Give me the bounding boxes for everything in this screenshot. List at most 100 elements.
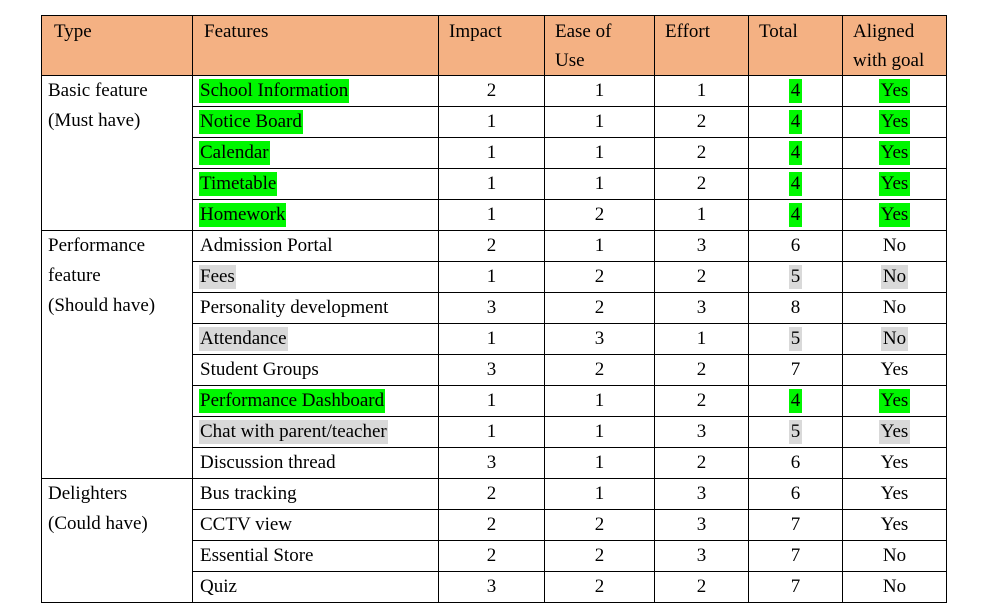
effort-value: 2 [696,266,707,287]
impact-value: 2 [486,483,497,504]
feature-name-cell: Bus tracking [192,478,439,510]
table-row: Timetable 1 1 2 4 Yes [42,168,947,200]
impact-cell: 1 [438,137,545,169]
effort-value: 2 [696,390,707,411]
total-value: 4 [788,203,803,227]
total-cell: 4 [748,137,843,169]
feature-name-value: Quiz [200,576,237,597]
header-aligned-line-1: Aligned [853,21,915,42]
aligned-with-goal-value: Yes [878,79,911,103]
aligned-with-goal-cell: Yes [842,75,947,107]
total-cell: 4 [748,199,843,231]
table-row: Discussion thread 3 1 2 6 Yes [42,447,947,479]
feature-type-label: Basic feature [48,80,148,101]
aligned-with-goal-value: Yes [878,172,911,196]
total-value: 4 [788,389,803,413]
header-aligned-with-goal: Aligned with goal [842,15,947,76]
total-value: 5 [788,420,803,444]
ease-of-use-cell: 1 [544,168,655,200]
aligned-with-goal-cell: Yes [842,478,947,510]
total-value: 6 [790,483,801,504]
table-row: CCTV view 2 2 3 7 Yes [42,509,947,541]
effort-cell: 3 [654,292,749,324]
total-value: 4 [788,110,803,134]
table-row: Calendar 1 1 2 4 Yes [42,137,947,169]
ease-of-use-cell: 2 [544,292,655,324]
feature-type-cell: Delighters (Could have) [41,478,193,603]
feature-name-value: School Information [199,79,350,103]
feature-name-cell: Chat with parent/teacher [192,416,439,448]
table-row: Quiz 3 2 2 7 No [42,571,947,603]
effort-value: 3 [696,545,707,566]
total-cell: 6 [748,447,843,479]
effort-cell: 3 [654,230,749,262]
impact-cell: 2 [438,75,545,107]
ease-of-use-value: 2 [594,545,605,566]
aligned-with-goal-cell: Yes [842,447,947,479]
effort-value: 1 [696,204,707,225]
effort-cell: 3 [654,478,749,510]
aligned-with-goal-cell: Yes [842,137,947,169]
ease-of-use-cell: 1 [544,106,655,138]
feature-name-cell: School Information [192,75,439,107]
feature-type-label: Delighters [48,483,128,504]
total-value: 4 [788,79,803,103]
total-cell: 7 [748,354,843,386]
feature-name-value: Homework [199,203,287,227]
feature-name-cell: Fees [192,261,439,293]
aligned-with-goal-cell: Yes [842,106,947,138]
ease-of-use-cell: 2 [544,261,655,293]
feature-name-value: Notice Board [199,110,303,134]
total-value: 7 [790,514,801,535]
ease-of-use-value: 1 [594,483,605,504]
ease-of-use-value: 1 [594,421,605,442]
impact-value: 1 [486,328,497,349]
ease-of-use-value: 1 [594,80,605,101]
aligned-with-goal-value: No [882,297,907,318]
aligned-with-goal-value: Yes [880,452,909,473]
header-type: Type [41,15,193,76]
ease-of-use-cell: 2 [544,199,655,231]
impact-cell: 3 [438,354,545,386]
aligned-with-goal-value: Yes [878,203,911,227]
aligned-with-goal-value: Yes [878,110,911,134]
feature-name-cell: Calendar [192,137,439,169]
aligned-with-goal-value: No [880,327,909,351]
header-effort: Effort [654,15,749,76]
impact-value: 1 [486,421,497,442]
table-row: Homework 1 2 1 4 Yes [42,199,947,231]
feature-name-value: Personality development [200,297,389,318]
aligned-with-goal-value: No [880,265,909,289]
table-body: Basic feature (Must have) School Informati… [41,75,947,603]
impact-value: 2 [486,80,497,101]
feature-name-value: Performance Dashboard [199,389,386,413]
aligned-with-goal-cell: Yes [842,416,947,448]
effort-cell: 2 [654,137,749,169]
ease-of-use-value: 2 [594,514,605,535]
aligned-with-goal-value: Yes [878,420,911,444]
feature-name-value: Attendance [199,327,288,351]
impact-cell: 1 [438,168,545,200]
total-value: 4 [788,172,803,196]
aligned-with-goal-cell: Yes [842,168,947,200]
feature-type-cell: Performance feature (Should have) [41,230,193,479]
total-value: 6 [790,452,801,473]
ease-of-use-value: 2 [594,576,605,597]
total-cell: 7 [748,509,843,541]
impact-value: 3 [486,297,497,318]
ease-of-use-cell: 2 [544,540,655,572]
feature-name-value: Fees [199,265,236,289]
effort-cell: 2 [654,168,749,200]
ease-of-use-cell: 1 [544,137,655,169]
feature-name-cell: Homework [192,199,439,231]
total-cell: 6 [748,478,843,510]
effort-value: 2 [696,142,707,163]
ease-of-use-cell: 1 [544,75,655,107]
header-features: Features [192,15,439,76]
aligned-with-goal-value: Yes [878,141,911,165]
impact-cell: 1 [438,199,545,231]
feature-name-cell: Discussion thread [192,447,439,479]
feature-name-cell: Quiz [192,571,439,603]
ease-of-use-cell: 1 [544,385,655,417]
table-row: Fees 1 2 2 5 No [42,261,947,293]
